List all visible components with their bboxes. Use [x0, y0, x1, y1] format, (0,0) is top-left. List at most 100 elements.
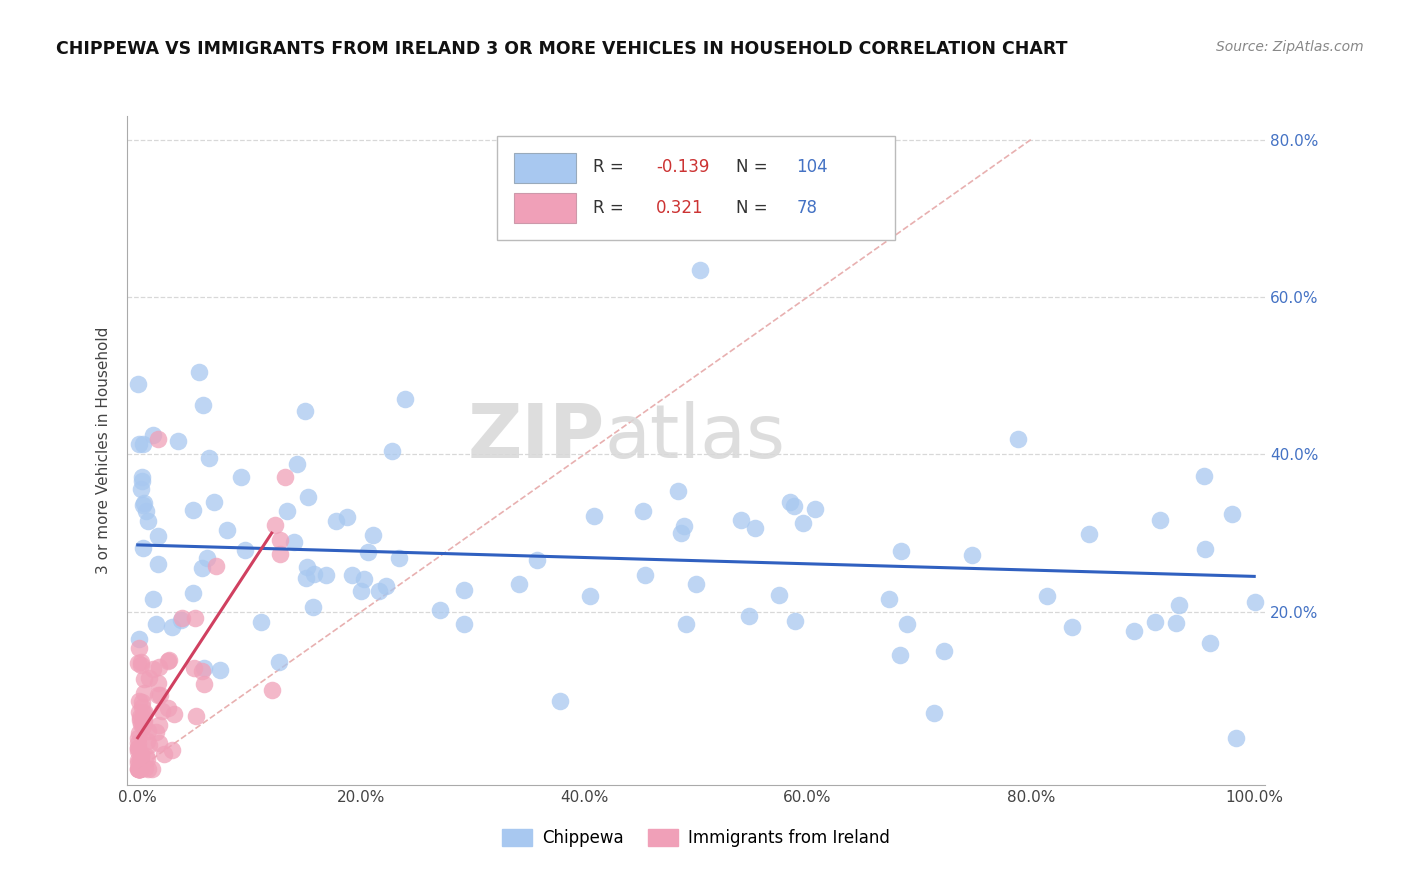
Point — [142, 591, 165, 606]
Point — [689, 263, 711, 277]
Point — [127, 762, 149, 776]
Point — [198, 450, 221, 465]
Point — [375, 579, 398, 593]
Point — [128, 437, 150, 451]
Text: R =: R = — [593, 159, 630, 177]
Point — [148, 718, 170, 732]
Point — [785, 615, 807, 629]
FancyBboxPatch shape — [513, 153, 576, 183]
Point — [269, 547, 291, 561]
Point — [361, 528, 384, 542]
Point — [129, 716, 152, 731]
Point — [191, 664, 214, 678]
Y-axis label: 3 or more Vehicles in Household: 3 or more Vehicles in Household — [96, 326, 111, 574]
Point — [128, 762, 150, 776]
Point — [129, 482, 152, 496]
Point — [131, 694, 153, 708]
Text: ZIP: ZIP — [468, 401, 605, 474]
Point — [183, 661, 205, 675]
Point — [129, 710, 152, 724]
Point — [297, 490, 319, 504]
Point — [128, 762, 150, 776]
Point — [675, 617, 697, 632]
Point — [191, 560, 214, 574]
Text: 0.321: 0.321 — [657, 199, 704, 218]
Point — [285, 458, 308, 472]
Point — [195, 550, 218, 565]
Point — [367, 583, 389, 598]
Point — [792, 516, 814, 530]
Point — [134, 686, 156, 700]
Text: 104: 104 — [796, 159, 828, 177]
Point — [127, 656, 149, 670]
Point — [302, 566, 325, 581]
Point — [1143, 615, 1166, 630]
Point — [262, 683, 284, 698]
Point — [889, 648, 911, 662]
Point — [145, 725, 167, 739]
Point — [162, 743, 184, 757]
Point — [215, 523, 238, 537]
Point — [1168, 599, 1191, 613]
Text: N =: N = — [735, 199, 773, 218]
Point — [960, 548, 983, 562]
Point — [730, 513, 752, 527]
Point — [1007, 432, 1029, 446]
Point — [167, 434, 190, 449]
Point — [134, 706, 156, 720]
Point — [148, 675, 170, 690]
Point — [148, 736, 170, 750]
Point — [128, 754, 150, 768]
Point — [142, 427, 165, 442]
Point — [170, 611, 193, 625]
Point — [896, 617, 918, 632]
Point — [132, 712, 155, 726]
Point — [146, 557, 169, 571]
Point — [673, 519, 696, 533]
Point — [357, 544, 380, 558]
Point — [1225, 731, 1247, 745]
Point — [388, 551, 411, 566]
Point — [127, 731, 149, 745]
Text: -0.139: -0.139 — [657, 159, 710, 177]
Point — [127, 752, 149, 766]
Point — [136, 752, 159, 766]
Point — [208, 663, 231, 677]
Point — [129, 713, 152, 727]
Point — [136, 515, 159, 529]
Legend: Chippewa, Immigrants from Ireland: Chippewa, Immigrants from Ireland — [495, 822, 897, 854]
Point — [153, 747, 176, 761]
Point — [932, 644, 955, 658]
Text: 78: 78 — [796, 199, 817, 218]
Point — [127, 377, 149, 392]
Point — [779, 495, 801, 509]
Point — [273, 470, 295, 484]
Point — [135, 748, 157, 763]
Point — [1192, 468, 1215, 483]
Point — [294, 404, 316, 418]
Point — [264, 517, 287, 532]
Point — [276, 503, 298, 517]
Point — [631, 504, 654, 518]
FancyBboxPatch shape — [513, 193, 576, 223]
Point — [128, 726, 150, 740]
Point — [193, 677, 215, 691]
Point — [127, 756, 149, 771]
FancyBboxPatch shape — [496, 136, 896, 240]
Point — [315, 568, 337, 582]
Point — [578, 589, 600, 603]
Point — [1198, 636, 1220, 650]
Point — [191, 398, 214, 412]
Point — [283, 534, 305, 549]
Point — [250, 615, 273, 629]
Point — [583, 508, 606, 523]
Point — [453, 616, 475, 631]
Point — [202, 494, 225, 508]
Point — [127, 740, 149, 755]
Point — [294, 571, 316, 585]
Point — [131, 474, 153, 488]
Point — [669, 526, 692, 541]
Point — [129, 748, 152, 763]
Point — [508, 576, 530, 591]
Text: CHIPPEWA VS IMMIGRANTS FROM IRELAND 3 OR MORE VEHICLES IN HOUSEHOLD CORRELATION : CHIPPEWA VS IMMIGRANTS FROM IRELAND 3 OR… — [56, 40, 1067, 58]
